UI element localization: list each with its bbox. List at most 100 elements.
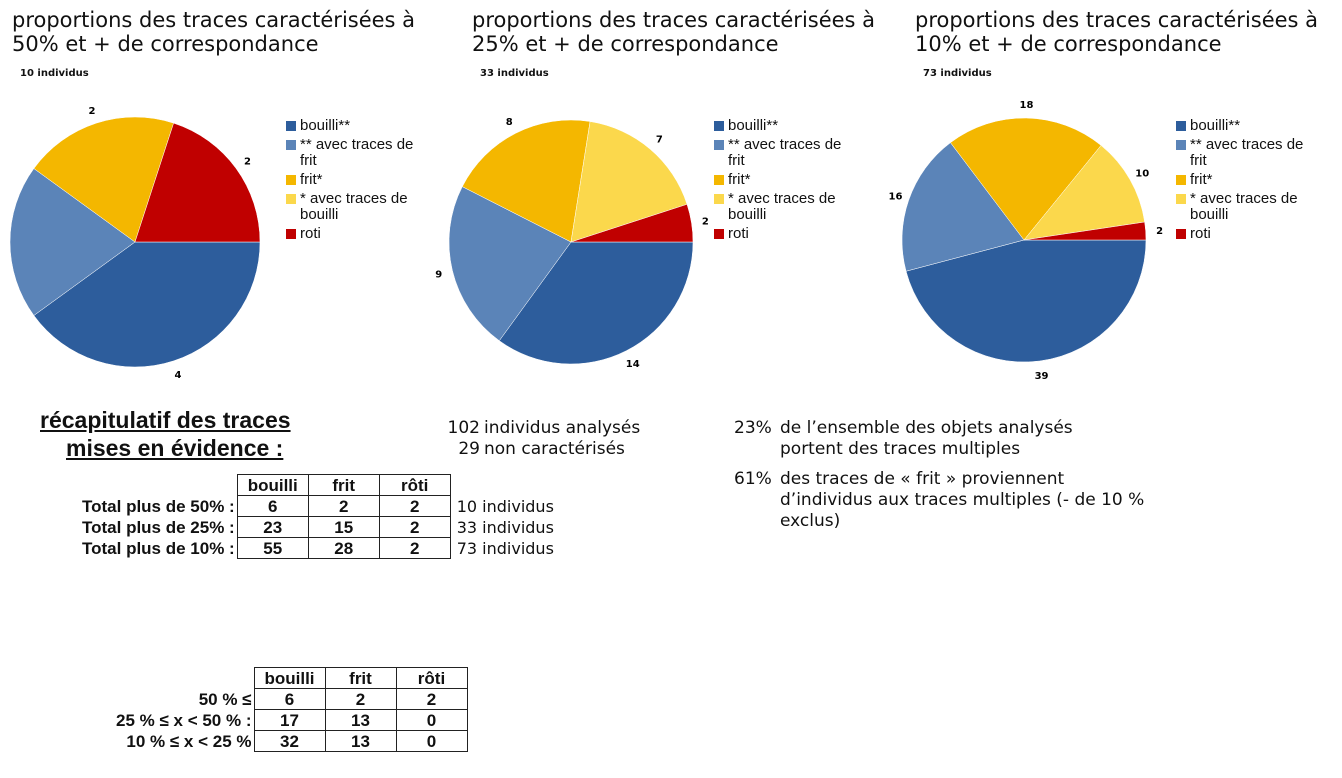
header-row: bouilli frit rôti	[110, 667, 468, 689]
row-label: 10 % ≤ x < 25 %	[126, 731, 252, 751]
table-row: Total plus de 25% :23 15 2 33 individus	[76, 516, 560, 538]
row-note: 33 individus	[456, 517, 554, 537]
table-cell: 13	[324, 730, 397, 752]
count-value: 29	[458, 439, 480, 459]
corner	[76, 475, 237, 496]
legend: bouilli** ** avec traces de frit frit* * av…	[714, 118, 849, 245]
legend-item: * avec traces de bouilli	[714, 191, 849, 223]
pie-slice	[570, 121, 688, 243]
count-value: 102	[447, 418, 480, 438]
legend-swatch	[286, 175, 296, 185]
legend-swatch	[714, 229, 724, 239]
legend-label: bouilli**	[300, 117, 351, 134]
table-row: Total plus de 50% :6 2 2 10 individus	[76, 495, 560, 517]
row-note: 73 individus	[456, 538, 554, 558]
legend-label: * avec traces de bouilli	[1190, 190, 1298, 223]
legend-label: frit*	[1190, 171, 1213, 188]
legend-swatch	[286, 194, 296, 204]
data-label: 4	[174, 370, 181, 381]
legend-swatch	[1176, 140, 1186, 150]
legend-label: ** avec traces de frit	[300, 136, 414, 169]
data-label: 2	[1156, 226, 1163, 237]
legend: bouilli** ** avec traces de frit frit* * av…	[286, 118, 421, 245]
legend-item: * avec traces de bouilli	[286, 191, 421, 223]
chart-title: proportions des traces caractérisées à 2…	[472, 8, 876, 56]
header-cell: frit	[324, 667, 397, 689]
row-label: 50 % ≤	[198, 689, 252, 709]
legend-label: bouilli**	[728, 117, 779, 134]
legend-label: * avec traces de bouilli	[728, 190, 836, 223]
data-label: 9	[435, 270, 442, 281]
table-row: Total plus de 10% :55 28 2 73 individus	[76, 537, 560, 559]
pie-slice	[9, 168, 136, 316]
table-1: bouilli frit rôti Total plus de 50% :6 2 2 10 …	[76, 474, 560, 559]
legend-item: roti	[1176, 226, 1311, 242]
header-cell: bouilli	[253, 667, 326, 689]
pie-slice	[950, 117, 1102, 241]
count-text: non caractérisés	[484, 439, 625, 459]
pie-slice	[498, 241, 694, 365]
data-label: 16	[888, 192, 902, 203]
legend-swatch	[1176, 175, 1186, 185]
table-cell: 55	[236, 537, 309, 559]
chart-title: proportions des traces caractérisées à 5…	[12, 8, 416, 56]
chart-title: proportions des traces caractérisées à 1…	[915, 8, 1319, 56]
table-2: bouilli frit rôti 50 % ≤6 2 2 25 % ≤ x < 50 % …	[110, 667, 468, 752]
legend-swatch	[286, 140, 296, 150]
legend-item: frit*	[1176, 172, 1311, 188]
pie-slice	[1023, 145, 1145, 241]
legend-item: ** avec traces de frit	[286, 137, 421, 169]
legend-item: roti	[714, 226, 849, 242]
pie-slice	[448, 186, 572, 342]
legend-item: bouilli**	[1176, 118, 1311, 134]
pie-slice	[134, 122, 261, 243]
legend-swatch	[1176, 194, 1186, 204]
legend-item: ** avec traces de frit	[714, 137, 849, 169]
note-text: de l’ensemble des objets analysés porten…	[780, 418, 1073, 459]
legend-swatch	[714, 140, 724, 150]
header-cell: bouilli	[236, 474, 309, 496]
note-value: 61%	[734, 469, 772, 489]
legend-label: frit*	[300, 171, 323, 188]
pie-slice	[570, 203, 694, 243]
pie-slice	[461, 119, 591, 243]
legend-item: frit*	[286, 172, 421, 188]
data-label: 8	[506, 117, 513, 128]
table-cell: 2	[378, 537, 451, 559]
table-row: 10 % ≤ x < 25 % 32 13 0	[110, 730, 468, 752]
table-cell: 2	[324, 688, 397, 710]
table-cell: 0	[395, 730, 468, 752]
table-row: 50 % ≤6 2 2	[110, 688, 468, 710]
pie-slice	[33, 116, 174, 243]
pie-slice	[33, 241, 261, 368]
counts: 102 individus analysés 29 non caractérisés	[436, 418, 641, 460]
data-label: 39	[1035, 371, 1049, 382]
table-cell: 2	[395, 688, 468, 710]
data-label: 2	[702, 217, 709, 228]
header-cell: rôti	[378, 474, 451, 496]
table-cell: 2	[378, 516, 451, 538]
legend-swatch	[286, 229, 296, 239]
legend-swatch	[286, 121, 296, 131]
data-label: 14	[626, 359, 640, 370]
legend-label: roti	[1190, 225, 1211, 242]
legend-swatch	[1176, 121, 1186, 131]
data-label: 10	[1135, 169, 1149, 180]
corner	[110, 668, 254, 689]
legend-label: frit*	[728, 171, 751, 188]
legend-swatch	[1176, 229, 1186, 239]
legend-swatch	[714, 175, 724, 185]
table-cell: 2	[378, 495, 451, 517]
header-row: bouilli frit rôti	[76, 474, 560, 496]
table-cell: 15	[307, 516, 380, 538]
row-label: Total plus de 10% :	[82, 538, 235, 558]
legend-item: ** avec traces de frit	[1176, 137, 1311, 169]
pie-slice	[901, 142, 1025, 272]
data-label: 2	[244, 156, 251, 167]
data-label: 7	[656, 135, 663, 146]
table-cell: 28	[307, 537, 380, 559]
legend-label: roti	[300, 225, 321, 242]
note-value: 23%	[734, 418, 772, 438]
